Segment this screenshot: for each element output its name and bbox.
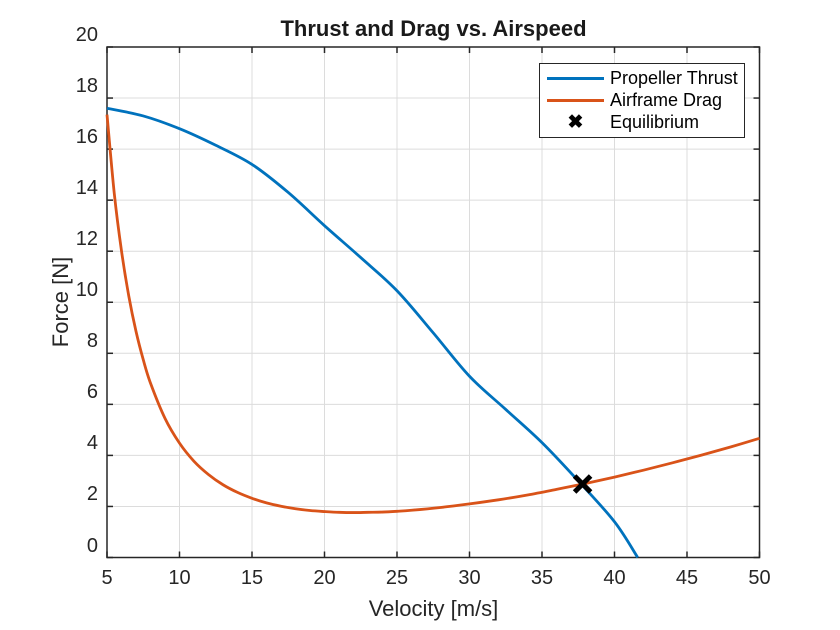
y-tick-label: 2 <box>86 483 98 506</box>
x-tick-label: 30 <box>458 567 481 589</box>
x-tick-label: 15 <box>240 567 264 589</box>
x-marker-icon: ✖ <box>567 112 584 134</box>
chart-title: Thrust and Drag vs. Airspeed <box>280 16 587 41</box>
y-tick-label: 12 <box>75 228 98 251</box>
y-tick-label: 16 <box>75 126 98 149</box>
x-tick-label: 45 <box>675 567 699 589</box>
x-tick-label: 35 <box>530 567 554 589</box>
airframe-drag-curve <box>105 114 760 514</box>
legend-line-sample <box>547 98 604 102</box>
legend-item-airframe-drag: Airframe Drag <box>540 89 744 111</box>
x-tick-label: 40 <box>603 567 626 589</box>
legend-item-propeller-thrust: Propeller Thrust <box>540 67 744 89</box>
x-tick-label: 25 <box>385 567 409 589</box>
legend-line-sample <box>547 76 604 80</box>
x-axis-label: Velocity [m/s] <box>368 596 499 621</box>
y-tick-label: 8 <box>86 330 98 353</box>
y-tick-label: 0 <box>86 534 98 557</box>
legend-item-equilibrium: ✖ Equilibrium <box>540 112 744 134</box>
legend-line-swatch <box>547 76 604 80</box>
x-tick-label: 10 <box>168 567 191 589</box>
legend-label: Airframe Drag <box>610 89 723 110</box>
y-tick-label: 18 <box>75 75 98 98</box>
y-tick-label: 20 <box>75 24 98 46</box>
legend-x-marker-icon: ✖ <box>547 113 604 132</box>
equilibrium-marker <box>572 474 593 494</box>
x-tick-label: 5 <box>101 567 113 589</box>
legend-label: Equilibrium <box>610 112 700 133</box>
y-tick-label: 4 <box>86 432 98 455</box>
y-tick-label: 10 <box>75 279 98 302</box>
x-tick-label: 20 <box>313 567 336 589</box>
legend-line-swatch <box>547 98 604 102</box>
y-tick-label: 6 <box>86 381 98 404</box>
x-marker-stroke <box>572 474 593 494</box>
legend-label: Propeller Thrust <box>610 67 738 88</box>
propeller-thrust-curve <box>106 106 639 559</box>
y-tick-label: 14 <box>75 177 98 200</box>
legend: Propeller Thrust Airframe Drag ✖ Equilibriu… <box>539 63 745 138</box>
x-tick-label: 50 <box>748 567 771 589</box>
